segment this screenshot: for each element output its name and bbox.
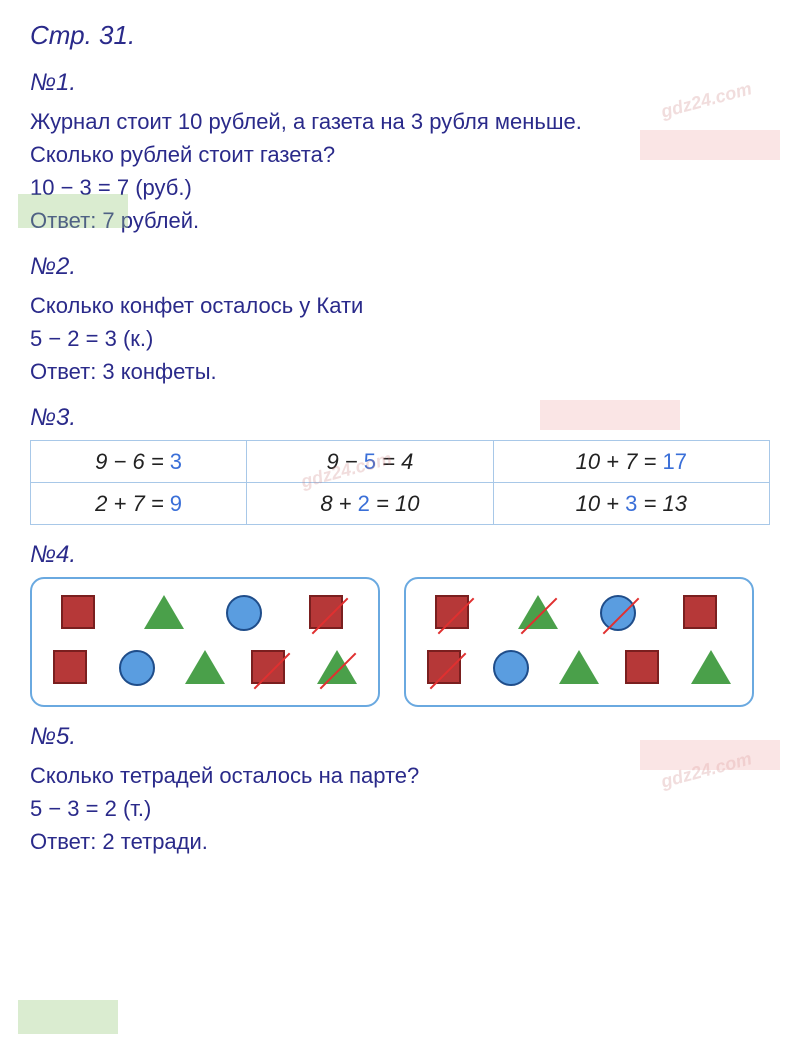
eq-part-black: = 13 xyxy=(637,491,687,516)
eq-part-black: 8 + xyxy=(320,491,357,516)
shape-triangle-green xyxy=(317,650,357,690)
shape-circle-blue xyxy=(119,650,159,690)
shape-square-red xyxy=(683,595,723,635)
shape-circle-blue xyxy=(600,595,640,635)
page-title: Стр. 31. xyxy=(30,20,770,51)
shape-square-red xyxy=(309,595,349,635)
problem-3-grid: 9 − 6 = 39 − 5 = 410 + 7 = 17 2 + 7 = 98… xyxy=(30,440,770,525)
shape-triangle-green xyxy=(559,650,599,690)
triangle-green-icon xyxy=(691,650,731,684)
square-red-icon xyxy=(61,595,95,629)
problem-3: №3. 9 − 6 = 39 − 5 = 410 + 7 = 17 2 + 7 … xyxy=(30,404,770,525)
highlight-green xyxy=(18,1000,118,1034)
eq-part-black: = 10 xyxy=(370,491,420,516)
panel-1 xyxy=(30,577,380,707)
square-red-icon xyxy=(435,595,469,629)
problem-1: №1. Журнал стоит 10 рублей, а газета на … xyxy=(30,69,770,237)
problem-1-line4: Ответ: 7 рублей. xyxy=(30,204,770,237)
problem-5-line2: 5 − 3 = 2 (т.) xyxy=(30,792,770,825)
shape-triangle-green xyxy=(144,595,184,635)
problem-1-num: №1. xyxy=(30,69,770,97)
eq-part-blue: 3 xyxy=(170,449,182,474)
problem-5-line1: Сколько тетрадей осталось на парте? xyxy=(30,759,770,792)
problem-1-line1: Журнал стоит 10 рублей, а газета на 3 ру… xyxy=(30,105,770,138)
problem-3-num: №3. xyxy=(30,404,770,432)
problem-2-num: №2. xyxy=(30,253,770,281)
grid-row-1: 9 − 6 = 39 − 5 = 410 + 7 = 17 xyxy=(31,441,770,483)
triangle-green-icon xyxy=(559,650,599,684)
eq-part-black: 9 − 6 = xyxy=(95,449,170,474)
square-red-icon xyxy=(309,595,343,629)
eq-part-blue: 17 xyxy=(662,449,686,474)
shape-circle-blue xyxy=(493,650,533,690)
square-red-icon xyxy=(683,595,717,629)
problem-2: №2. Сколько конфет осталось у Кати 5 − 2… xyxy=(30,253,770,388)
problem-4-panels xyxy=(30,577,770,707)
grid-cell: 8 + 2 = 10 xyxy=(247,483,493,525)
shape-triangle-green xyxy=(518,595,558,635)
grid-cell: 9 − 5 = 4 xyxy=(247,441,493,483)
shape-square-red xyxy=(427,650,467,690)
shape-row xyxy=(40,587,370,642)
eq-part-black: 9 − xyxy=(326,449,363,474)
grid-cell: 9 − 6 = 3 xyxy=(31,441,247,483)
shape-square-red xyxy=(625,650,665,690)
eq-part-blue: 9 xyxy=(170,491,182,516)
shape-circle-blue xyxy=(226,595,266,635)
shape-triangle-green xyxy=(185,650,225,690)
grid-cell: 10 + 7 = 17 xyxy=(493,441,769,483)
shape-square-red xyxy=(53,650,93,690)
eq-part-blue: 2 xyxy=(358,491,370,516)
triangle-green-icon xyxy=(518,595,558,629)
shape-row xyxy=(414,587,744,642)
shape-square-red xyxy=(435,595,475,635)
problem-2-line3: Ответ: 3 конфеты. xyxy=(30,355,770,388)
panel-2 xyxy=(404,577,754,707)
problem-5-num: №5. xyxy=(30,723,770,751)
eq-part-black: 10 + xyxy=(576,491,626,516)
eq-part-black: 2 + 7 = xyxy=(95,491,170,516)
circle-blue-icon xyxy=(226,595,262,631)
eq-part-black: = 4 xyxy=(376,449,413,474)
square-red-icon xyxy=(625,650,659,684)
problem-5: №5. Сколько тетрадей осталось на парте? … xyxy=(30,723,770,858)
problem-4-num: №4. xyxy=(30,541,770,569)
eq-part-blue: 3 xyxy=(625,491,637,516)
square-red-icon xyxy=(427,650,461,684)
circle-blue-icon xyxy=(119,650,155,686)
problem-4: №4. xyxy=(30,541,770,707)
triangle-green-icon xyxy=(185,650,225,684)
circle-blue-icon xyxy=(600,595,636,631)
shape-row xyxy=(414,642,744,697)
triangle-green-icon xyxy=(144,595,184,629)
problem-1-line2: Сколько рублей стоит газета? xyxy=(30,138,770,171)
grid-cell: 10 + 3 = 13 xyxy=(493,483,769,525)
shape-row xyxy=(40,642,370,697)
shape-square-red xyxy=(61,595,101,635)
problem-5-line3: Ответ: 2 тетради. xyxy=(30,825,770,858)
problem-2-line1: Сколько конфет осталось у Кати xyxy=(30,289,770,322)
eq-part-black: 10 + 7 = xyxy=(576,449,663,474)
grid-cell: 2 + 7 = 9 xyxy=(31,483,247,525)
shape-square-red xyxy=(251,650,291,690)
problem-2-line2: 5 − 2 = 3 (к.) xyxy=(30,322,770,355)
eq-part-blue: 5 xyxy=(364,449,376,474)
grid-row-2: 2 + 7 = 98 + 2 = 1010 + 3 = 13 xyxy=(31,483,770,525)
square-red-icon xyxy=(251,650,285,684)
circle-blue-icon xyxy=(493,650,529,686)
shape-triangle-green xyxy=(691,650,731,690)
square-red-icon xyxy=(53,650,87,684)
problem-1-line3: 10 − 3 = 7 (руб.) xyxy=(30,171,770,204)
